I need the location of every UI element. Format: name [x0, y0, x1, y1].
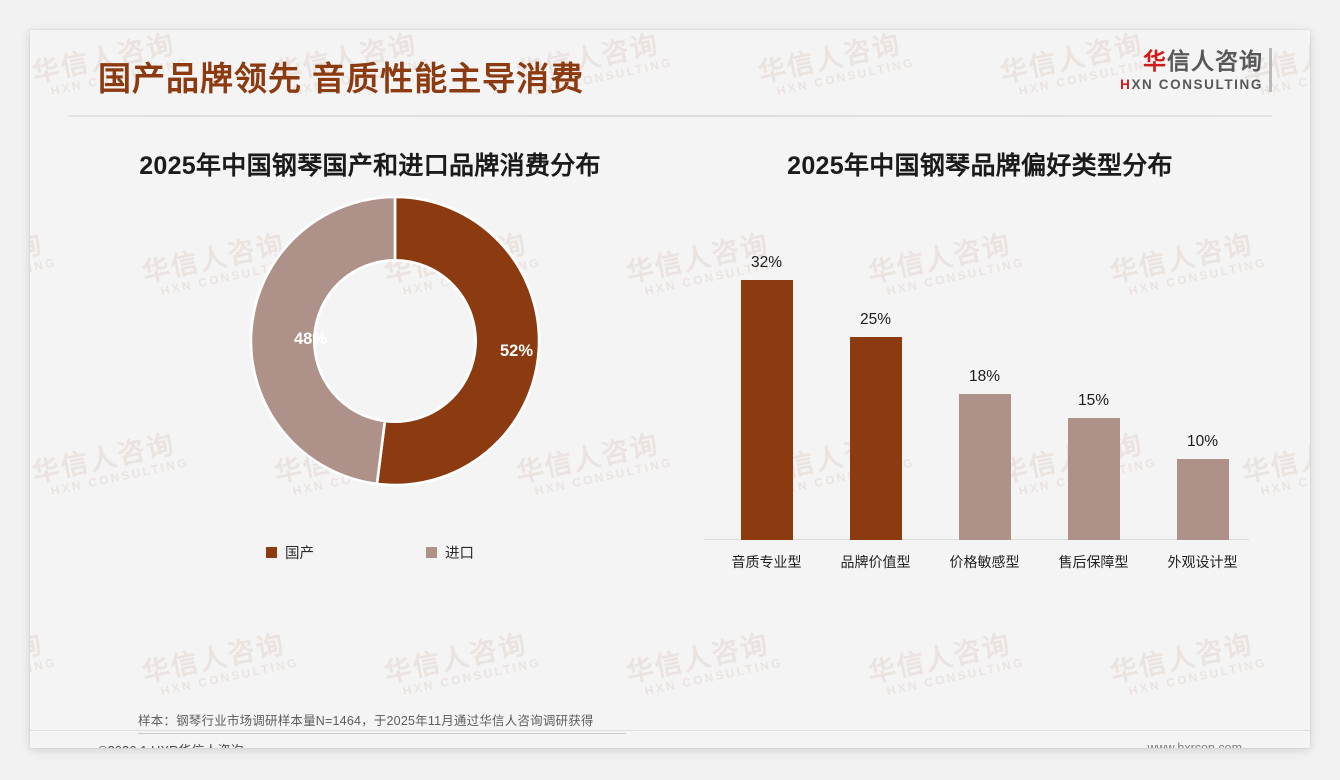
- footer-copyright: ©2026.1 HXR华信人咨询: [98, 740, 243, 748]
- bar-category-label-1: 品牌价值型: [840, 554, 911, 570]
- bar-column-0: 32% 音质专业型: [716, 254, 817, 570]
- donut-chart-panel: 2025年中国钢琴国产和进口品牌消费分布 52% 48% 国产 进口: [70, 118, 670, 678]
- header-divider: [68, 115, 1272, 117]
- slide-footer: ©2026.1 HXR华信人咨询 www.hxrcon.com: [30, 706, 1310, 748]
- company-logo: 华信人咨询 HXN CONSULTING: [1120, 48, 1272, 93]
- logo-en-rest: XN CONSULTING: [1131, 77, 1263, 93]
- slide-content: 2025年中国钢琴国产和进口品牌消费分布 52% 48% 国产 进口 2025年…: [30, 118, 1310, 678]
- legend-swatch-icon-0: [266, 547, 277, 558]
- bar-rect-3[interactable]: [1067, 418, 1120, 540]
- bar-chart-plot: 32% 音质专业型 25% 品牌价值型 18% 价格敏感型 15% 售后保障型 10% 外观设计型: [704, 196, 1249, 588]
- logo-en-accent: H: [1120, 77, 1132, 93]
- page-title: 国产品牌领先 音质性能主导消费: [98, 60, 585, 97]
- slide-header: 国产品牌领先 音质性能主导消费 华信人咨询 HXN CONSULTING: [30, 30, 1310, 118]
- source-note: 样本：钢琴行业市场调研样本量N=1464，于2025年11月通过华信人咨询调研获…: [138, 714, 594, 728]
- donut-chart-title: 2025年中国钢琴国产和进口品牌消费分布: [139, 152, 601, 180]
- bar-category-label-0: 音质专业型: [731, 554, 802, 570]
- donut-legend: 国产 进口: [70, 542, 670, 563]
- bar-value-label-4: 10%: [1186, 432, 1219, 450]
- bar-category-label-4: 外观设计型: [1167, 554, 1238, 570]
- bar-column-1: 25% 品牌价值型: [825, 311, 926, 570]
- donut-slice-value-0: 52%: [500, 342, 534, 360]
- logo-chinese-name: 华信人咨询: [1120, 48, 1263, 74]
- bar-value-label-2: 18%: [968, 368, 1001, 385]
- donut-slice-0[interactable]: [375, 195, 541, 487]
- donut-slice-value-1: 48%: [294, 330, 328, 348]
- bar-rect-0[interactable]: [740, 280, 793, 540]
- bar-column-3: 15% 售后保障型: [1043, 392, 1144, 570]
- bar-column-2: 18% 价格敏感型: [934, 368, 1035, 570]
- slide-canvas: 华信人咨询 HXN CONSULTING 华信人咨询 HXN CONSULTING 华信…: [30, 30, 1310, 748]
- donut-svg: [249, 195, 541, 487]
- logo-cn-rest: 信人咨询: [1167, 48, 1263, 74]
- donut-chart-plot: 52% 48%: [70, 195, 670, 502]
- bar-chart-panel: 2025年中国钢琴品牌偏好类型分布 32% 音质专业型 25% 品牌价值型 18% 价格敏…: [690, 118, 1270, 678]
- footer-website[interactable]: www.hxrcon.com: [1147, 741, 1242, 748]
- bar-value-label-0: 32%: [750, 254, 783, 272]
- bar-rect-1[interactable]: [849, 337, 902, 540]
- bar-value-label-1: 25%: [859, 311, 892, 329]
- bar-category-label-3: 售后保障型: [1058, 554, 1129, 570]
- legend-label-0: 国产: [285, 546, 314, 562]
- footer-divider: [30, 730, 1310, 731]
- bar-chart-title: 2025年中国钢琴品牌偏好类型分布: [787, 152, 1173, 180]
- bar-value-label-3: 15%: [1077, 392, 1110, 410]
- legend-swatch-icon-1: [426, 547, 437, 558]
- legend-item-1[interactable]: 进口: [426, 542, 474, 563]
- bar-rect-4[interactable]: [1176, 458, 1229, 540]
- donut-slice-1[interactable]: [249, 195, 397, 486]
- logo-english-name: HXN CONSULTING: [1120, 77, 1263, 92]
- bar-category-label-2: 价格敏感型: [949, 554, 1020, 570]
- legend-item-0[interactable]: 国产: [266, 542, 314, 563]
- source-note-divider: [138, 733, 626, 734]
- bar-column-4: 10% 外观设计型: [1152, 433, 1253, 570]
- logo-cn-accent: 华: [1143, 48, 1167, 74]
- bar-rect-2[interactable]: [958, 394, 1011, 540]
- legend-label-1: 进口: [445, 546, 474, 562]
